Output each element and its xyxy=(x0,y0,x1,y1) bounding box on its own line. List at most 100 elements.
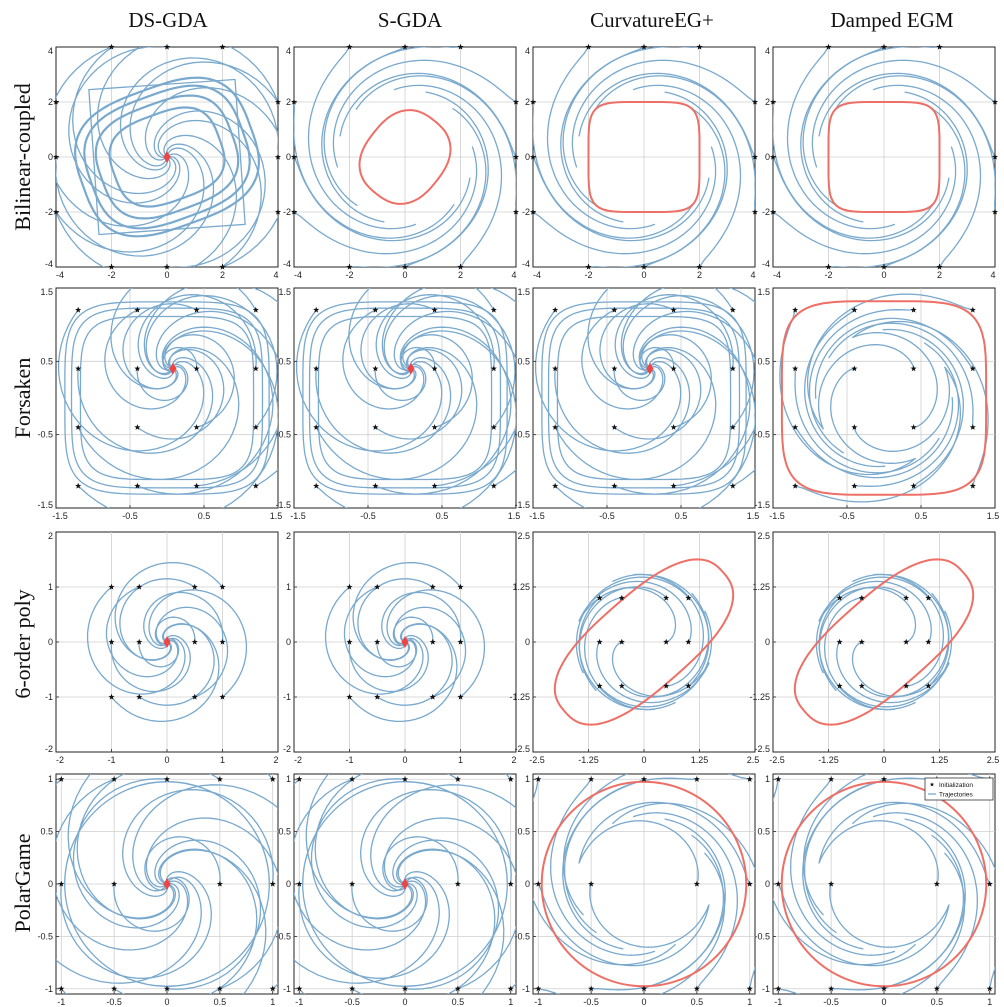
x-tick-label: -0.5 xyxy=(344,997,360,1007)
limit-cycle-line xyxy=(553,558,735,726)
x-tick-label: -1 xyxy=(534,997,542,1007)
subplot-4: -1.5 -0.5 0.5 1.5 -1.5 -0.5 0.5 1.5 xyxy=(37,287,282,521)
limit-cycle-line xyxy=(358,109,452,205)
trajectory-line xyxy=(852,320,989,487)
initialization-marker xyxy=(269,776,276,782)
initialization-marker xyxy=(640,985,648,992)
trajectory-line xyxy=(60,871,212,979)
trajectory-line xyxy=(122,789,274,897)
y-tick-label: -1.25 xyxy=(749,692,770,702)
subplot-10: -2.5 -1.25 0 1.25 2.5 -2.5 -1.25 0 1.25 2.5 xyxy=(509,531,759,765)
column-title: S-GDA xyxy=(378,8,443,32)
y-tick-label: -1.5 xyxy=(514,500,530,510)
x-tick-label: -2 xyxy=(345,270,353,280)
trajectory-line xyxy=(381,591,462,650)
x-tick-label: -2 xyxy=(824,270,832,280)
trajectory-line xyxy=(852,573,950,687)
initialization-marker xyxy=(136,583,143,590)
trajectory-line xyxy=(773,778,916,966)
trajectory-line xyxy=(554,357,691,454)
trajectory-line xyxy=(351,848,496,994)
trajectory-line xyxy=(533,101,694,239)
y-tick-label: -1 xyxy=(45,692,53,702)
initialization-marker xyxy=(858,682,865,689)
trajectory-line xyxy=(113,877,190,932)
x-tick-label: 4 xyxy=(511,270,516,280)
initialization-marker xyxy=(193,306,200,313)
trajectory-line xyxy=(294,101,455,239)
x-tick-label: 0.5 xyxy=(214,997,227,1007)
x-tick-label: 2 xyxy=(697,270,702,280)
initialization-marker xyxy=(349,985,356,992)
initialization-marker xyxy=(640,43,648,50)
initialization-marker xyxy=(507,776,514,782)
x-tick-label: 0.5 xyxy=(915,511,928,521)
trajectory-line xyxy=(838,610,953,708)
initialization-marker xyxy=(75,365,82,372)
x-tick-label: 2.5 xyxy=(747,755,760,765)
subplot-13: -1 -0.5 0 0.5 1 -1 -0.5 0 0.5 1 xyxy=(275,773,517,1007)
initialization-marker xyxy=(903,682,910,689)
initialization-marker xyxy=(552,306,559,313)
trajectory-line xyxy=(305,774,512,919)
y-tick-label: 0 xyxy=(765,879,770,889)
trajectory-line xyxy=(613,363,666,402)
y-tick-label: 2.5 xyxy=(517,531,530,541)
trajectory-line xyxy=(643,818,726,990)
initialization-marker xyxy=(512,98,520,105)
initialization-marker xyxy=(108,583,115,590)
initialization-marker xyxy=(585,43,592,50)
y-tick-label: 0.5 xyxy=(278,356,291,366)
subplot-8: -2 -1 0 1 2 -2 -1 0 1 2 xyxy=(45,531,279,765)
initialization-marker xyxy=(775,985,782,992)
initialization-marker xyxy=(552,365,559,372)
orbit-line xyxy=(302,301,508,495)
initialization-marker xyxy=(401,43,409,50)
initialization-marker xyxy=(836,638,843,645)
initialization-marker xyxy=(372,482,379,489)
subplot-7: -1.5 -0.5 0.5 1.5 -1.5 -0.5 0.5 1.5 xyxy=(754,287,999,521)
trajectory-line xyxy=(773,146,957,255)
trajectory-line xyxy=(86,586,186,695)
y-tick-label: -0.5 xyxy=(275,931,291,941)
initialization-marker xyxy=(163,985,171,992)
initialization-marker xyxy=(269,880,276,887)
y-tick-label: -0.5 xyxy=(754,931,770,941)
x-tick-label: 0.5 xyxy=(931,997,944,1007)
trajectory-line xyxy=(777,883,950,967)
trajectory-line xyxy=(143,591,224,650)
subplot-6: -1.5 -0.5 0.5 1.5 -1.5 -0.5 0.5 1.5 xyxy=(514,287,759,521)
initialization-marker xyxy=(685,594,692,601)
initialization-marker xyxy=(585,263,592,270)
x-tick-label: 0 xyxy=(164,997,169,1007)
initialization-marker xyxy=(936,263,943,270)
trajectory-line xyxy=(374,348,463,440)
initialization-marker xyxy=(751,208,759,215)
trajectory-line xyxy=(643,91,728,267)
trajectory-line xyxy=(613,326,751,495)
initialization-marker xyxy=(903,594,910,601)
trajectory-line xyxy=(161,334,235,428)
trajectory-line xyxy=(578,586,667,692)
y-tick-label: 2 xyxy=(286,531,291,541)
initialization-marker xyxy=(111,985,118,992)
orbit-line xyxy=(70,307,264,489)
y-tick-label: 0.5 xyxy=(517,356,530,366)
initialization-marker xyxy=(751,153,759,160)
initialization-marker xyxy=(792,306,799,313)
y-tick-label: -0.5 xyxy=(514,430,530,440)
trajectory-line xyxy=(136,326,274,495)
initialization-marker xyxy=(685,682,692,689)
initialization-marker xyxy=(372,365,379,372)
initialization-marker xyxy=(163,776,171,782)
stationary-point-marker xyxy=(163,151,171,163)
x-tick-label: -1 xyxy=(107,755,115,765)
y-tick-label: 0 xyxy=(525,879,530,889)
initialization-marker xyxy=(313,424,320,430)
subplot-1: -4 -2 0 2 4 -4 -2 0 2 4 xyxy=(283,43,520,280)
x-tick-label: 1.25 xyxy=(691,755,709,765)
initialization-marker xyxy=(552,424,559,430)
trajectory-line xyxy=(143,288,278,487)
trajectory-line xyxy=(882,328,964,487)
y-tick-label: -2 xyxy=(283,744,291,754)
